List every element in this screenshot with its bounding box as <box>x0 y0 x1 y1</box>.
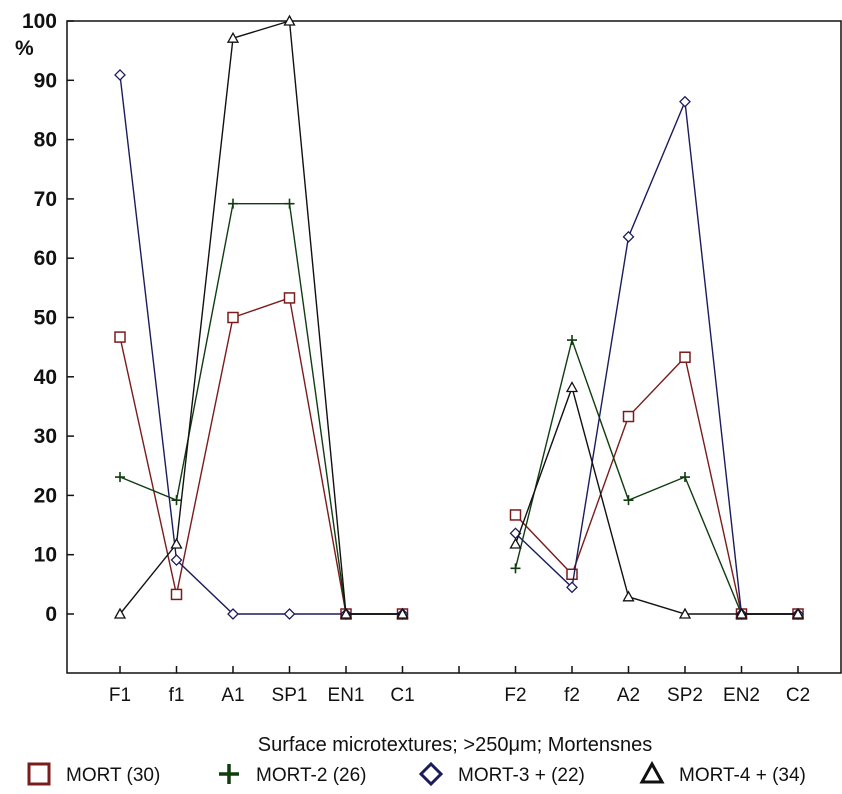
data-point <box>114 331 126 343</box>
y-tick-label: 10 <box>34 544 57 567</box>
legend-label: MORT-3 + (22) <box>458 765 585 786</box>
x-tick-label: SP2 <box>667 685 703 706</box>
x-tick-label: A1 <box>221 685 244 706</box>
data-point <box>566 568 578 581</box>
data-point <box>227 608 239 620</box>
legend-label: MORT-2 (26) <box>256 765 367 786</box>
data-point <box>566 581 578 594</box>
data-point <box>622 410 635 423</box>
data-point <box>226 31 240 43</box>
legend-item: MORT-3 + (22) <box>418 761 585 787</box>
y-tick-label: 50 <box>34 307 57 330</box>
data-point <box>283 608 296 620</box>
y-tick-label: 80 <box>34 129 57 152</box>
data-point <box>396 607 409 619</box>
y-tick-label: 40 <box>34 366 57 389</box>
data-point <box>115 472 125 483</box>
plot-frame <box>66 20 842 674</box>
x-tick-label: EN2 <box>723 685 760 706</box>
data-point <box>339 607 353 619</box>
x-tick-label: F2 <box>504 685 526 706</box>
series-line <box>119 20 403 615</box>
x-axis: F1 f1 A1 SP1 EN1 C1 F2 f2 A2 SP2 EN2 C2 <box>109 666 810 706</box>
data-point <box>510 563 521 574</box>
data-point <box>113 607 127 619</box>
data-point <box>170 537 183 549</box>
data-point <box>227 311 239 324</box>
x-tick-label: C2 <box>786 685 810 706</box>
data-point <box>680 472 690 483</box>
data-point <box>735 607 748 619</box>
legend: MORT (30) MORT-2 (26) MORT-3 + (22) MORT-4 … <box>27 760 806 787</box>
data-point <box>509 509 522 521</box>
data-point <box>170 554 183 566</box>
x-tick-label: C1 <box>390 685 414 706</box>
data-point <box>679 95 691 108</box>
x-tick-label: EN1 <box>328 685 365 706</box>
data-point <box>791 607 805 619</box>
series-layer <box>113 14 805 620</box>
x-tick-label: F1 <box>109 685 131 706</box>
data-point <box>623 495 634 506</box>
x-tick-label: A2 <box>617 685 640 706</box>
x-axis-title: Surface microtextures; >250μm; Mortensne… <box>258 734 652 756</box>
legend-marker <box>219 764 239 784</box>
legend-item: MORT-4 + (34) <box>639 760 806 786</box>
data-point <box>228 198 238 209</box>
y-tick-label: 20 <box>34 484 57 507</box>
y-axis: 0 10 20 30 40 50 60 70 80 90 100 <box>22 10 74 626</box>
data-point <box>567 335 577 346</box>
series-3 <box>114 69 804 620</box>
data-point <box>171 495 182 506</box>
y-tick-label: 90 <box>34 69 57 92</box>
series-2 <box>115 198 803 619</box>
legend-item: MORT-2 (26) <box>219 764 367 786</box>
legend-item: MORT (30) <box>27 762 160 786</box>
legend-label: MORT (30) <box>66 765 160 786</box>
legend-marker <box>27 762 51 786</box>
legend-marker <box>639 760 665 784</box>
legend-label: MORT-4 + (34) <box>679 765 806 786</box>
data-point <box>509 537 522 549</box>
data-point <box>679 351 691 363</box>
data-point <box>284 198 295 209</box>
y-tick-label: 100 <box>22 10 57 33</box>
series-line <box>514 385 798 615</box>
y-tick-label: 30 <box>34 425 57 448</box>
y-tick-label: 60 <box>34 247 57 270</box>
data-point <box>283 292 296 304</box>
series-4 <box>113 14 805 619</box>
series-line <box>119 202 403 615</box>
data-point <box>283 14 296 26</box>
data-point <box>565 381 579 393</box>
x-tick-label: f2 <box>564 685 580 706</box>
legend-marker <box>418 761 444 787</box>
series-line <box>515 98 798 615</box>
data-point <box>114 69 126 81</box>
x-tick-label: SP1 <box>272 685 308 706</box>
data-point <box>622 230 635 243</box>
y-tick-label: 0 <box>45 603 57 626</box>
data-point <box>170 588 183 601</box>
y-axis-title: % <box>15 37 34 60</box>
series-1 <box>114 292 804 620</box>
series-line <box>119 297 403 615</box>
y-tick-label: 70 <box>34 188 57 211</box>
x-tick-label: f1 <box>169 685 185 706</box>
data-point <box>622 590 635 602</box>
data-point <box>678 607 692 619</box>
